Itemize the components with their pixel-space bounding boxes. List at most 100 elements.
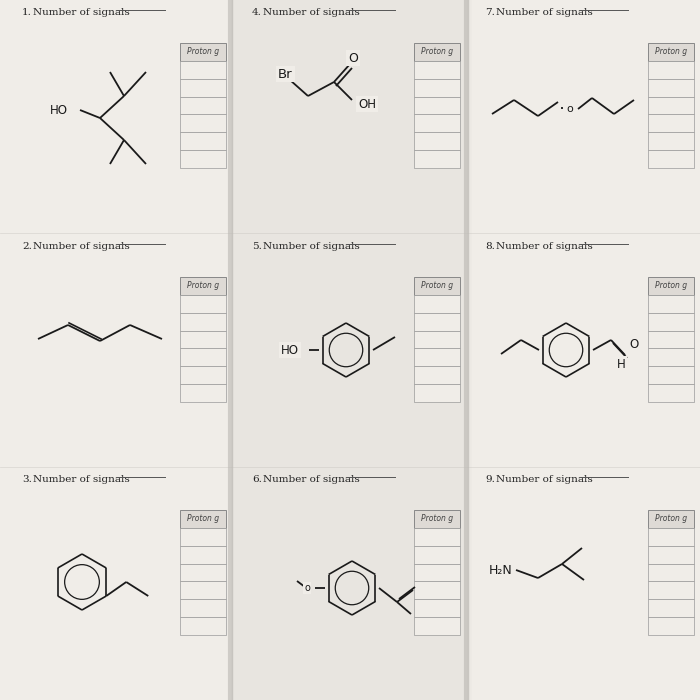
Text: O: O	[629, 338, 638, 351]
Text: 4.: 4.	[252, 8, 262, 17]
Bar	[648, 510, 694, 528]
Bar	[414, 546, 460, 564]
Bar	[648, 349, 694, 366]
Bar	[414, 61, 460, 78]
Bar	[180, 384, 226, 402]
Bar	[414, 510, 460, 528]
Bar	[180, 150, 226, 168]
Bar	[414, 43, 460, 61]
Bar	[180, 546, 226, 564]
Text: Number of signals: Number of signals	[33, 8, 130, 17]
Bar	[648, 150, 694, 168]
Bar	[180, 43, 226, 61]
Text: Proton g: Proton g	[187, 281, 219, 290]
Bar	[648, 546, 694, 564]
Bar	[414, 295, 460, 313]
Bar	[648, 366, 694, 384]
Bar	[648, 384, 694, 402]
Text: 5.: 5.	[252, 242, 262, 251]
Bar	[414, 384, 460, 402]
Text: 3.: 3.	[22, 475, 32, 484]
Text: o: o	[566, 104, 573, 114]
Text: Proton g: Proton g	[187, 514, 219, 524]
Bar	[232, 0, 468, 700]
Bar	[414, 330, 460, 349]
Text: 8.: 8.	[485, 242, 495, 251]
Text: Number of signals: Number of signals	[496, 475, 593, 484]
Text: Proton g: Proton g	[187, 48, 219, 57]
Text: Number of signals: Number of signals	[33, 475, 130, 484]
Text: 9.: 9.	[485, 475, 495, 484]
Bar	[180, 564, 226, 582]
Bar	[414, 313, 460, 330]
Bar	[180, 313, 226, 330]
Bar	[414, 564, 460, 582]
Bar	[180, 295, 226, 313]
Text: Number of signals: Number of signals	[263, 475, 360, 484]
Bar	[648, 313, 694, 330]
Text: 2.: 2.	[22, 242, 32, 251]
Bar	[648, 582, 694, 599]
Bar	[414, 114, 460, 132]
Bar	[648, 43, 694, 61]
Bar	[648, 277, 694, 295]
Bar	[180, 78, 226, 97]
Bar	[414, 582, 460, 599]
Bar	[414, 599, 460, 617]
Bar	[648, 599, 694, 617]
Bar	[180, 528, 226, 546]
Text: Proton g: Proton g	[421, 281, 453, 290]
Text: 6.: 6.	[252, 475, 262, 484]
Bar	[180, 132, 226, 150]
Bar	[180, 277, 226, 295]
Text: H₂N: H₂N	[489, 564, 512, 577]
Text: Number of signals: Number of signals	[496, 8, 593, 17]
Bar	[180, 366, 226, 384]
Text: Number of signals: Number of signals	[33, 242, 130, 251]
Bar	[414, 132, 460, 150]
Text: Proton g: Proton g	[655, 48, 687, 57]
Bar	[648, 528, 694, 546]
Bar	[414, 366, 460, 384]
Text: Br: Br	[278, 67, 293, 80]
Bar	[180, 510, 226, 528]
Bar	[648, 78, 694, 97]
Text: HO: HO	[281, 344, 299, 356]
Text: Proton g: Proton g	[655, 514, 687, 524]
Bar	[414, 528, 460, 546]
Text: Number of signals: Number of signals	[496, 242, 593, 251]
Bar	[414, 617, 460, 635]
Bar	[0, 0, 232, 700]
Bar	[414, 349, 460, 366]
Bar	[648, 330, 694, 349]
Text: 7.: 7.	[485, 8, 495, 17]
Bar	[180, 617, 226, 635]
Bar	[414, 150, 460, 168]
Bar	[648, 97, 694, 114]
Bar	[648, 564, 694, 582]
Text: Proton g: Proton g	[421, 48, 453, 57]
Bar	[414, 78, 460, 97]
Bar	[180, 349, 226, 366]
Bar	[648, 132, 694, 150]
Text: O: O	[348, 52, 358, 64]
Bar	[180, 582, 226, 599]
Text: Proton g: Proton g	[421, 514, 453, 524]
Text: Number of signals: Number of signals	[263, 8, 360, 17]
Bar	[180, 330, 226, 349]
Text: Number of signals: Number of signals	[263, 242, 360, 251]
Bar	[648, 295, 694, 313]
Text: 1.: 1.	[22, 8, 32, 17]
Bar	[180, 97, 226, 114]
Bar	[414, 97, 460, 114]
Bar	[180, 61, 226, 78]
Bar	[180, 114, 226, 132]
Text: Proton g: Proton g	[655, 281, 687, 290]
Bar	[414, 277, 460, 295]
Text: H: H	[617, 358, 625, 370]
Text: o: o	[304, 583, 310, 593]
Bar	[648, 617, 694, 635]
Bar	[648, 61, 694, 78]
Bar	[648, 114, 694, 132]
Bar	[180, 599, 226, 617]
